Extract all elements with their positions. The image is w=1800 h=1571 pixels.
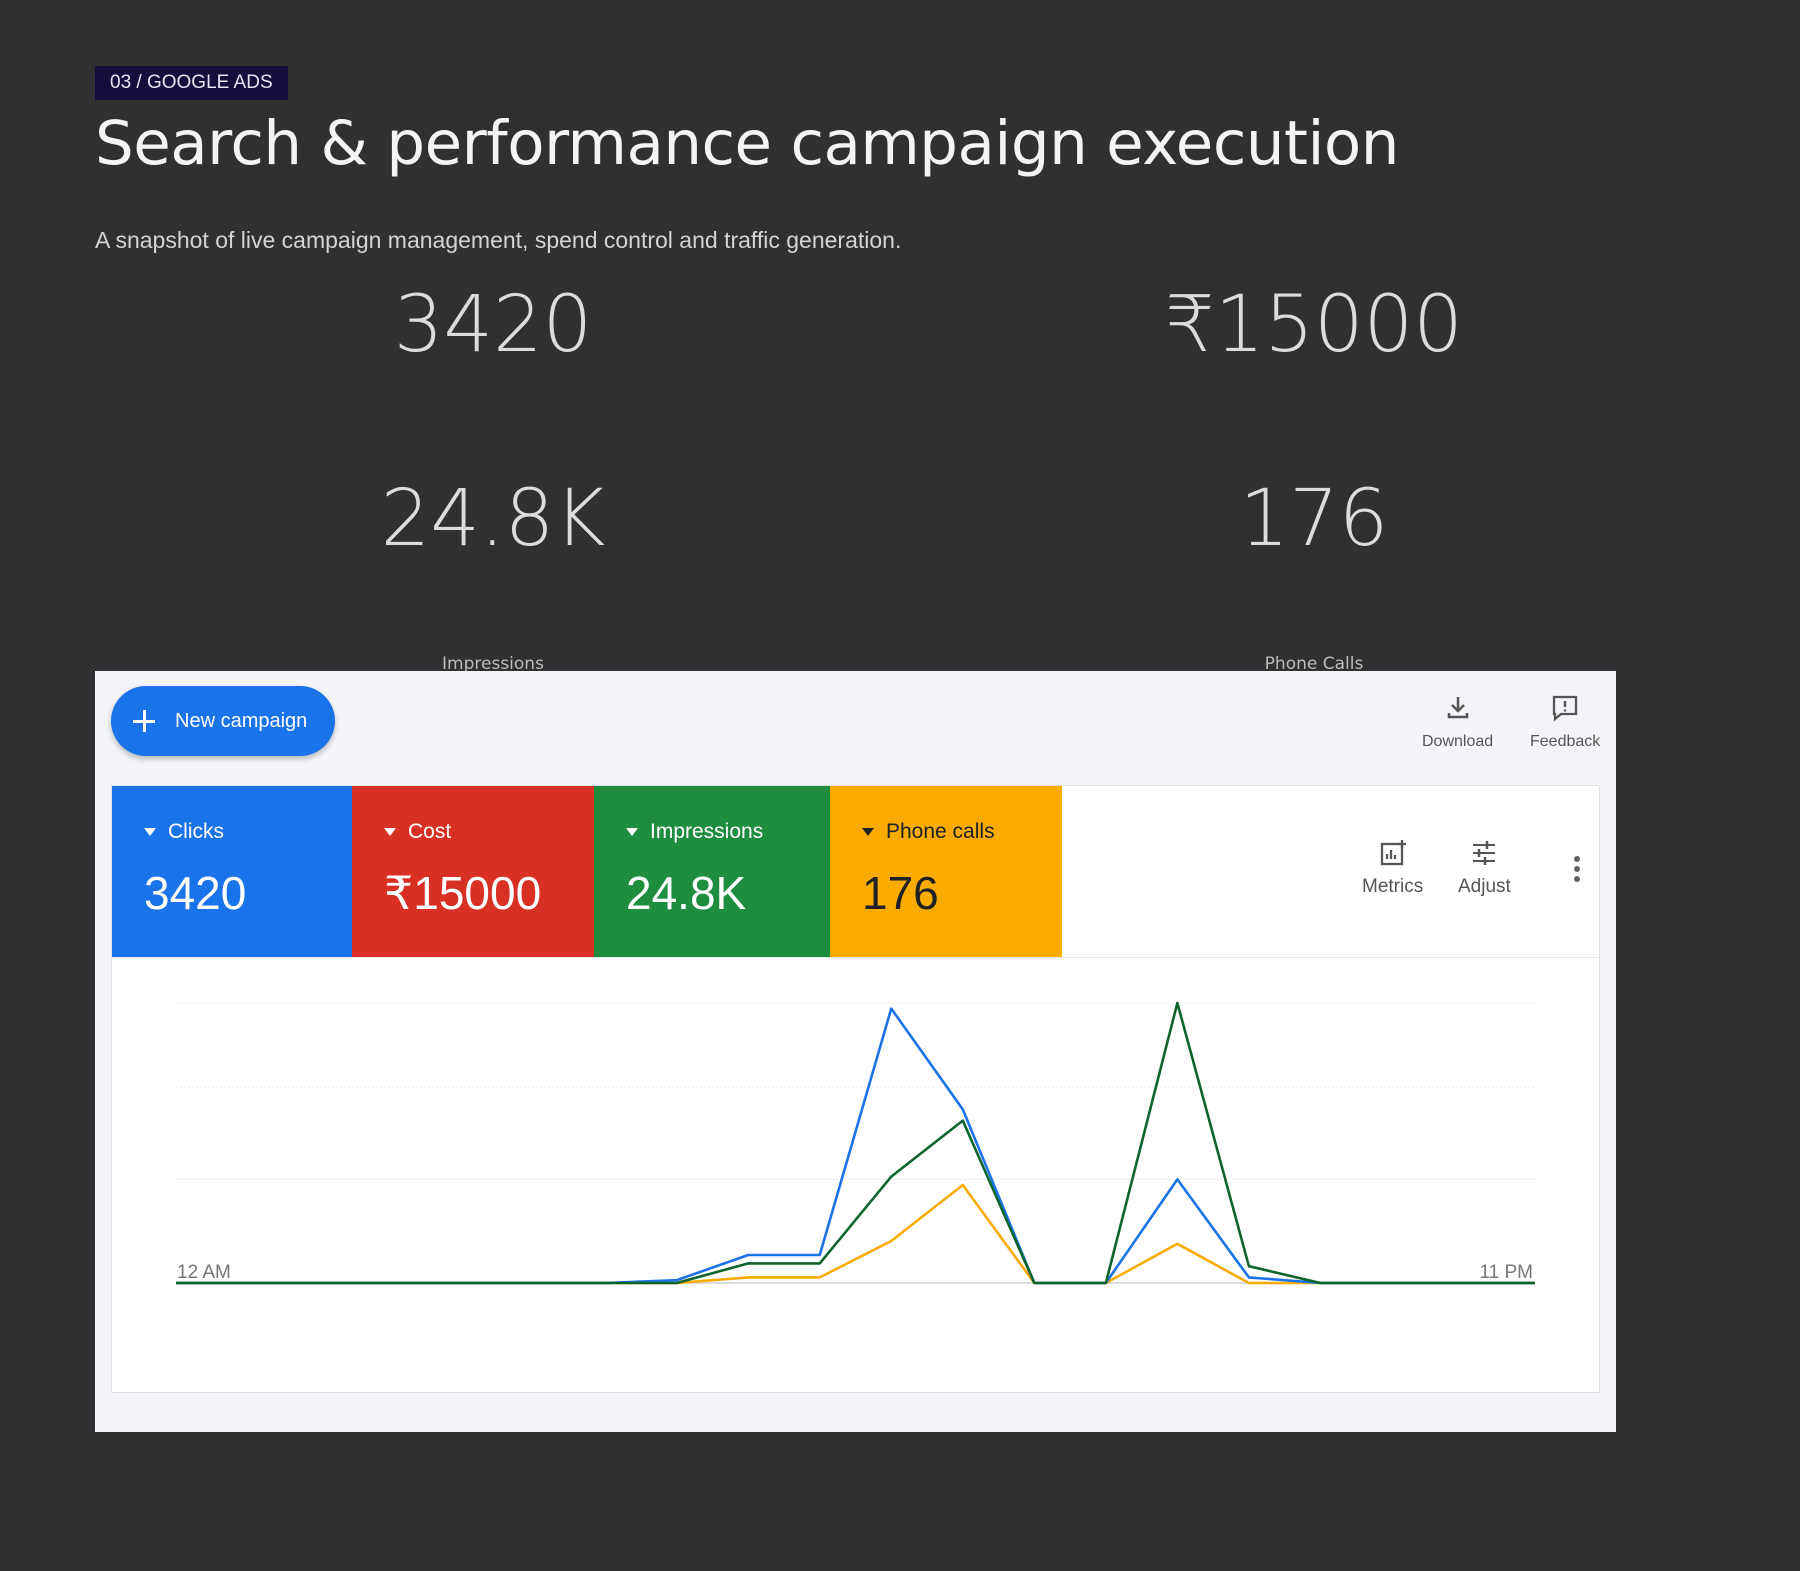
download-label: Download bbox=[1422, 733, 1494, 750]
tile-label: Impressions bbox=[650, 820, 764, 843]
download-button[interactable]: Download bbox=[1422, 693, 1493, 751]
stat-clicks-value: 3420 bbox=[393, 280, 593, 370]
stat-cost-value: ₹15000 bbox=[1165, 280, 1463, 370]
dropdown-arrow-icon bbox=[384, 828, 396, 836]
page-title: Search & performance campaign execution bbox=[95, 108, 1399, 179]
metrics-label: Metrics bbox=[1362, 876, 1424, 897]
tile-label: Phone calls bbox=[886, 820, 995, 843]
tile-value: ₹15000 bbox=[384, 867, 542, 919]
new-campaign-button[interactable]: New campaign bbox=[111, 686, 335, 756]
new-campaign-label: New campaign bbox=[175, 709, 308, 732]
more-options-icon[interactable] bbox=[1574, 856, 1580, 886]
stat-impressions-value: 24.8K bbox=[380, 474, 606, 564]
dropdown-arrow-icon bbox=[626, 828, 638, 836]
metric-tile-phone-calls[interactable]: Phone calls 176 bbox=[830, 786, 1062, 957]
page-subtitle: A snapshot of live campaign management, … bbox=[95, 227, 902, 253]
series-line-1 bbox=[176, 1001, 1535, 1285]
stat-phone-calls-value: 176 bbox=[1239, 474, 1389, 564]
metric-tile-impressions[interactable]: Impressions 24.8K bbox=[594, 786, 830, 957]
x-axis-end-label: 11 PM bbox=[1479, 1262, 1533, 1283]
tile-value: 176 bbox=[862, 867, 939, 919]
series-line-0 bbox=[176, 1007, 1535, 1285]
performance-card: Clicks 3420 Cost ₹15000 Impressions 24.8… bbox=[111, 785, 1600, 1393]
tile-label: Cost bbox=[408, 820, 452, 843]
x-axis-start-label: 12 AM bbox=[177, 1262, 231, 1283]
adjust-button[interactable]: Adjust bbox=[1458, 838, 1511, 898]
feedback-label: Feedback bbox=[1530, 733, 1601, 750]
feedback-icon bbox=[1552, 695, 1578, 722]
feedback-button[interactable]: Feedback bbox=[1530, 693, 1600, 751]
stat-impressions-caption: Impressions bbox=[442, 654, 544, 674]
tile-value: 3420 bbox=[144, 867, 247, 919]
divider bbox=[112, 957, 1599, 958]
series-line-2 bbox=[176, 1183, 1535, 1285]
section-tag: 03 / GOOGLE ADS bbox=[95, 66, 288, 100]
tile-value: 24.8K bbox=[626, 867, 747, 919]
metric-tile-cost[interactable]: Cost ₹15000 bbox=[352, 786, 594, 957]
plus-icon bbox=[131, 708, 157, 734]
adjust-label: Adjust bbox=[1458, 876, 1511, 897]
metric-tile-clicks[interactable]: Clicks 3420 bbox=[112, 786, 352, 957]
dropdown-arrow-icon bbox=[862, 828, 874, 836]
performance-line-chart bbox=[176, 1001, 1535, 1285]
metrics-button[interactable]: Metrics bbox=[1362, 838, 1423, 898]
tile-label: Clicks bbox=[168, 820, 224, 843]
stat-phone-calls-caption: Phone Calls bbox=[1264, 654, 1364, 674]
dropdown-arrow-icon bbox=[144, 828, 156, 836]
download-icon bbox=[1447, 697, 1468, 719]
metrics-icon bbox=[1380, 840, 1406, 866]
google-ads-screenshot: New campaign Download Feedback Clicks 34… bbox=[95, 671, 1616, 1432]
adjust-sliders-icon bbox=[1473, 841, 1496, 865]
